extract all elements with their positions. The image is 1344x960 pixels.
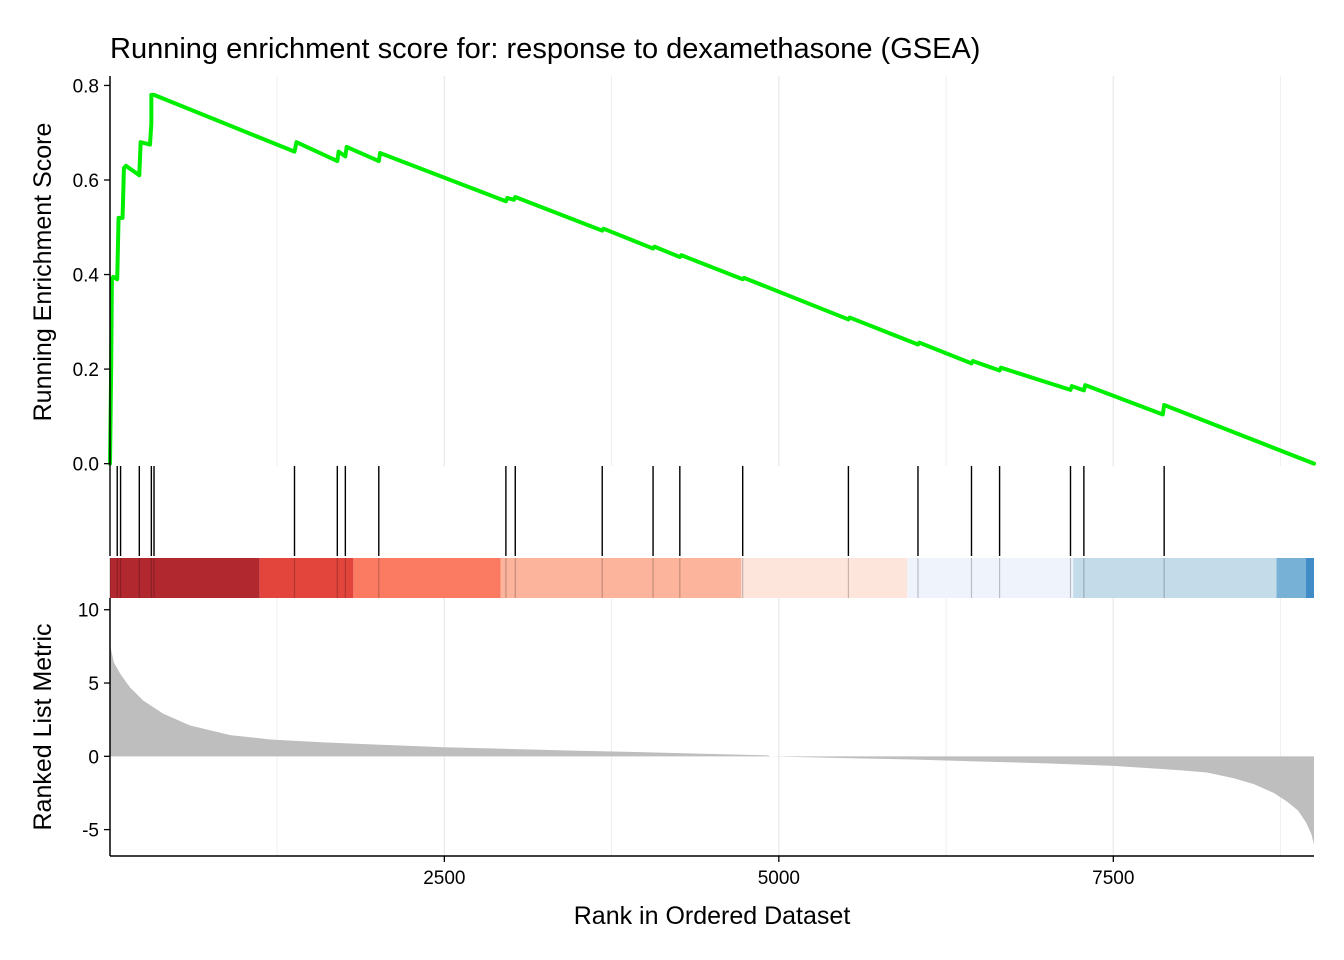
- y-tick-label-top: 0.6: [73, 171, 99, 192]
- x-axis-title: Rank in Ordered Dataset: [574, 902, 851, 930]
- y-axis-title-running-score: Running Enrichment Score: [29, 123, 57, 422]
- y-tick-label-top: 0.4: [73, 266, 100, 287]
- heatmap-band: [1276, 558, 1306, 598]
- running-score-line-group: [108, 92, 1316, 466]
- y-tick-label-top: 0.0: [73, 455, 99, 476]
- heatmap-band: [500, 558, 742, 598]
- heatmap-band: [1305, 558, 1314, 598]
- heatmap-band: [259, 558, 354, 598]
- y-axis-title-ranked-metric: Ranked List Metric: [29, 623, 57, 830]
- x-tick-label: 7500: [1092, 868, 1134, 889]
- y-tick-label-bottom: 5: [88, 674, 99, 695]
- chart-title: Running enrichment score for: response t…: [110, 33, 980, 65]
- axes: 0.0 0.2 0.4 0.6 0.8 -5 0 5 10 2500 5000 7500: [73, 76, 1314, 889]
- heatmap-band: [1073, 558, 1277, 598]
- y-tick-label-top: 0.8: [73, 76, 99, 97]
- y-tick-label-bottom: 0: [88, 747, 99, 768]
- heatmap-band: [353, 558, 501, 598]
- ranked-metric-area-path: [110, 644, 1314, 845]
- gridlines: [276, 76, 1281, 856]
- rank-heatmap: [110, 558, 1314, 598]
- running-score-line: [108, 92, 1316, 466]
- gene-hit-marks: [109, 466, 1165, 598]
- heatmap-band: [741, 558, 908, 598]
- y-tick-label-top: 0.2: [73, 360, 99, 381]
- ranked-metric-area: [110, 644, 1314, 845]
- x-tick-label: 5000: [758, 868, 800, 889]
- y-tick-label-bottom: 10: [78, 601, 99, 622]
- heatmap-band: [907, 558, 1074, 598]
- heatmap-band: [110, 558, 260, 598]
- y-tick-label-bottom: -5: [82, 821, 99, 842]
- x-tick-label: 2500: [423, 868, 465, 889]
